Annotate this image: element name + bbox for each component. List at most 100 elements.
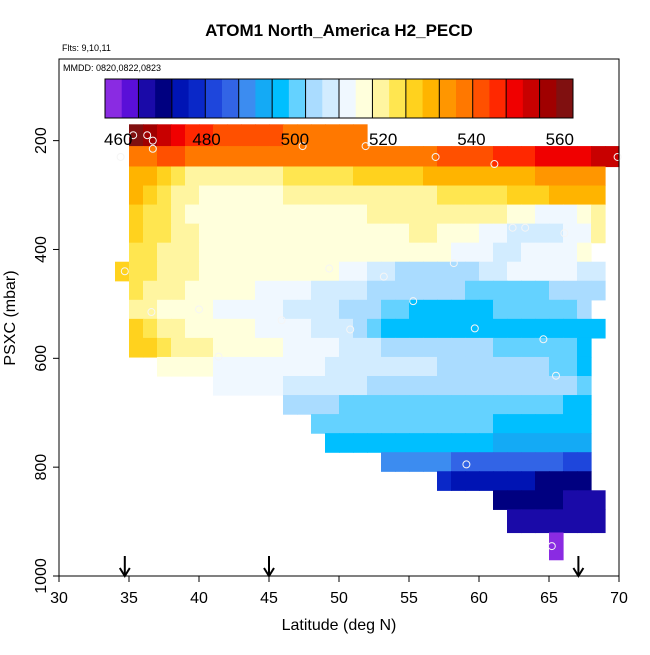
x-tick-label: 65 <box>540 590 558 607</box>
heatmap-cell <box>563 414 578 434</box>
heatmap-cell <box>605 146 620 168</box>
heatmap-cell <box>381 356 396 377</box>
colorbar-segment <box>372 79 390 118</box>
heatmap-cell <box>241 166 256 187</box>
down-arrow-icon <box>572 556 585 578</box>
heatmap-cell <box>479 223 494 244</box>
heatmap-cell <box>129 261 144 282</box>
heatmap-cell <box>171 337 186 358</box>
heatmap-cell <box>255 223 270 244</box>
heatmap-cell <box>577 490 592 510</box>
heatmap-cell <box>227 376 242 396</box>
heatmap-cell <box>451 223 466 244</box>
heatmap-cell <box>535 490 550 510</box>
observation-markers <box>116 131 622 551</box>
heatmap-cell <box>535 242 550 263</box>
observation-marker <box>539 335 548 344</box>
heatmap-cell <box>451 414 466 434</box>
heatmap-cell <box>577 146 592 168</box>
heatmap-cell <box>451 185 466 206</box>
heatmap-cell <box>465 223 480 244</box>
heatmap-cell <box>255 185 270 206</box>
heatmap-cell <box>591 146 606 168</box>
heatmap-cell <box>227 261 242 282</box>
heatmap-cell <box>381 185 396 206</box>
heatmap-cell <box>367 356 382 377</box>
heatmap-cell <box>563 452 578 472</box>
heatmap-cell <box>535 204 550 225</box>
heatmap-cell <box>367 376 382 396</box>
heatmap-cell <box>311 318 326 339</box>
heatmap-cell <box>507 509 522 534</box>
colorbar-segment <box>255 79 273 118</box>
heatmap-cell <box>395 185 410 206</box>
heatmap-cell <box>297 376 312 396</box>
heatmap-cell <box>269 280 284 301</box>
heatmap-cell <box>507 185 522 206</box>
heatmap-cell <box>367 395 382 415</box>
heatmap-cell <box>269 185 284 206</box>
heatmap-cell <box>157 299 172 320</box>
heatmap-cell <box>577 414 592 434</box>
heatmap-cell <box>409 376 424 396</box>
heatmap-cell <box>521 471 536 491</box>
heatmap-cell <box>129 337 144 358</box>
heatmap-cell <box>549 433 564 453</box>
heatmap-cell <box>255 124 270 147</box>
heatmap-cell <box>283 223 298 244</box>
heatmap-cell <box>227 299 242 320</box>
heatmap-cell <box>493 166 508 187</box>
heatmap-cell <box>311 395 326 415</box>
heatmap-cell <box>269 376 284 396</box>
heatmap-cell <box>283 280 298 301</box>
heatmap-cell <box>549 318 564 339</box>
observation-marker <box>361 142 370 151</box>
heatmap-cell <box>269 124 284 147</box>
observation-marker <box>379 272 388 281</box>
heatmap-cell <box>199 299 214 320</box>
heatmap-cell <box>395 318 410 339</box>
heatmap-cell <box>325 376 340 396</box>
observation-marker <box>613 152 622 161</box>
heatmap-cell <box>549 337 564 358</box>
heatmap-cell <box>521 261 536 282</box>
heatmap-cell <box>577 299 592 320</box>
heatmap-cell <box>353 280 368 301</box>
heatmap-cell <box>157 261 172 282</box>
heatmap-cell <box>507 318 522 339</box>
heatmap-cell <box>493 242 508 263</box>
heatmap-cell <box>451 242 466 263</box>
heatmap-cell <box>185 299 200 320</box>
colorbar-segment <box>138 79 156 118</box>
heatmap-cell <box>311 204 326 225</box>
heatmap-cell <box>283 395 298 415</box>
heatmap-cell <box>157 318 172 339</box>
heatmap-cell <box>367 280 382 301</box>
colorbar-tick-label: 500 <box>281 130 309 149</box>
heatmap-cell <box>115 261 130 282</box>
heatmap-cell <box>535 318 550 339</box>
heatmap-cell <box>283 185 298 206</box>
heatmap-cell <box>255 261 270 282</box>
heatmap-cell <box>535 356 550 377</box>
heatmap-cell <box>255 318 270 339</box>
heatmap-cell <box>409 280 424 301</box>
heatmap-cell <box>269 318 284 339</box>
heatmap-cell <box>325 433 340 453</box>
observation-marker <box>547 542 556 551</box>
heatmap-cell <box>143 204 158 225</box>
heatmap-cell <box>577 223 592 244</box>
heatmap-cell <box>479 414 494 434</box>
heatmap-cell <box>213 356 228 377</box>
heatmap-cell <box>451 299 466 320</box>
colorbar-segment <box>355 79 373 118</box>
colorbar <box>104 78 574 119</box>
heatmap-cell <box>395 376 410 396</box>
heatmap-cell <box>437 433 452 453</box>
heatmap-cell <box>521 280 536 301</box>
heatmap-cell <box>185 280 200 301</box>
y-tick-label: 1000 <box>33 558 50 594</box>
heatmap-cell <box>353 299 368 320</box>
heatmap-cell <box>451 261 466 282</box>
